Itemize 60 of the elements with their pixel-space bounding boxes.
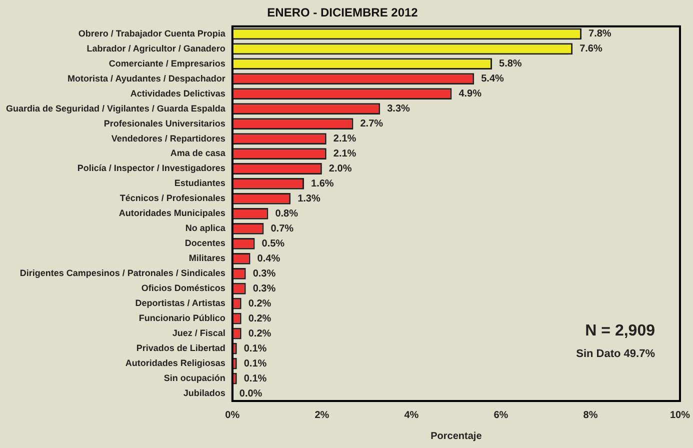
x-tick-label: 0% [225,410,240,421]
data-label: 0.3% [252,268,276,280]
y-tick-label: Deportistas / Artistas [135,298,226,308]
data-label: 4.9% [458,88,482,100]
data-label: 5.4% [481,74,504,85]
y-tick-label: Ama de casa [170,148,226,158]
x-tick-label: 6% [494,410,508,421]
annotation: N = 2,909 [585,322,656,340]
data-label: 3.3% [387,104,410,115]
y-tick-label: Guardia de Seguridad / Vigilantes / Guarda Espalda [6,103,226,114]
y-tick-label: Juez / Fiscal [172,328,226,338]
y-tick-label: Policía / Inspector / Investigadores [77,163,226,174]
x-tick-label: 2% [314,410,330,421]
y-tick-label: Profesionales Universitarios [104,118,226,128]
y-tick-label: Dirigentes Campesinos / Patronales / Sindicales [20,268,226,278]
x-tick-label: 8% [583,410,598,421]
data-label: 0.2% [248,298,272,310]
y-tick-label: Vendedores / Repartidores [111,133,226,144]
x-axis-title: Porcentaje [430,430,482,442]
data-label: 0.2% [248,328,272,340]
data-label: 0.0% [239,388,262,400]
data-label: 0.3% [252,283,276,294]
y-tick-label: Funcionario Público [138,313,226,324]
data-label: 0.4% [257,253,280,264]
data-label: 2.7% [360,118,384,130]
y-tick-label: Oficios Domésticos [141,283,226,294]
y-tick-label: Autoridades Religiosas [125,358,226,368]
data-label: 0.1% [244,343,267,354]
y-tick-label: Técnicos / Profesionales [120,193,226,204]
y-tick-label: Actividades Delictivas [130,88,226,98]
data-label: 0.1% [244,373,267,384]
data-label: 2.1% [333,148,356,160]
data-label: 0.7% [270,223,294,234]
y-tick-label: Obrero / Trabajador Cuenta Propia [78,28,226,38]
data-label: 7.8% [588,28,612,40]
data-label: 0.1% [244,358,267,370]
data-label: 0.5% [262,238,285,250]
y-tick-label: Jubilados [183,388,226,398]
data-label: 0.2% [248,313,272,324]
data-label: 7.6% [580,44,602,55]
y-tick-label: Privados de Libertad [136,343,226,354]
chart-title: ENERO - DICIEMBRE 2012 [267,6,418,20]
x-tick-label: 10% [670,410,690,421]
data-label: 1.3% [298,193,320,204]
y-tick-label: Motorista / Ayudantes / Despachador [68,73,226,84]
data-label: 5.8% [499,58,522,70]
y-tick-label: Militares [188,253,226,264]
y-tick-label: No aplica [185,223,226,234]
data-label: 1.6% [311,178,334,190]
y-tick-label: Sin ocupación [164,373,226,384]
data-label: 2.1% [333,134,356,145]
data-label: 0.8% [275,208,298,220]
y-tick-label: Docentes [184,238,226,248]
y-tick-label: Autoridades Municipales [118,208,226,218]
y-tick-label: Labrador / Agricultor / Ganadero [86,43,226,54]
x-tick-label: 4% [404,410,419,421]
y-tick-label: Comerciante / Empresarios [108,58,226,68]
y-tick-label: Estudiantes [174,178,226,188]
data-label: 2.0% [328,164,352,174]
annotation: Sin Dato 49.7% [576,348,656,360]
